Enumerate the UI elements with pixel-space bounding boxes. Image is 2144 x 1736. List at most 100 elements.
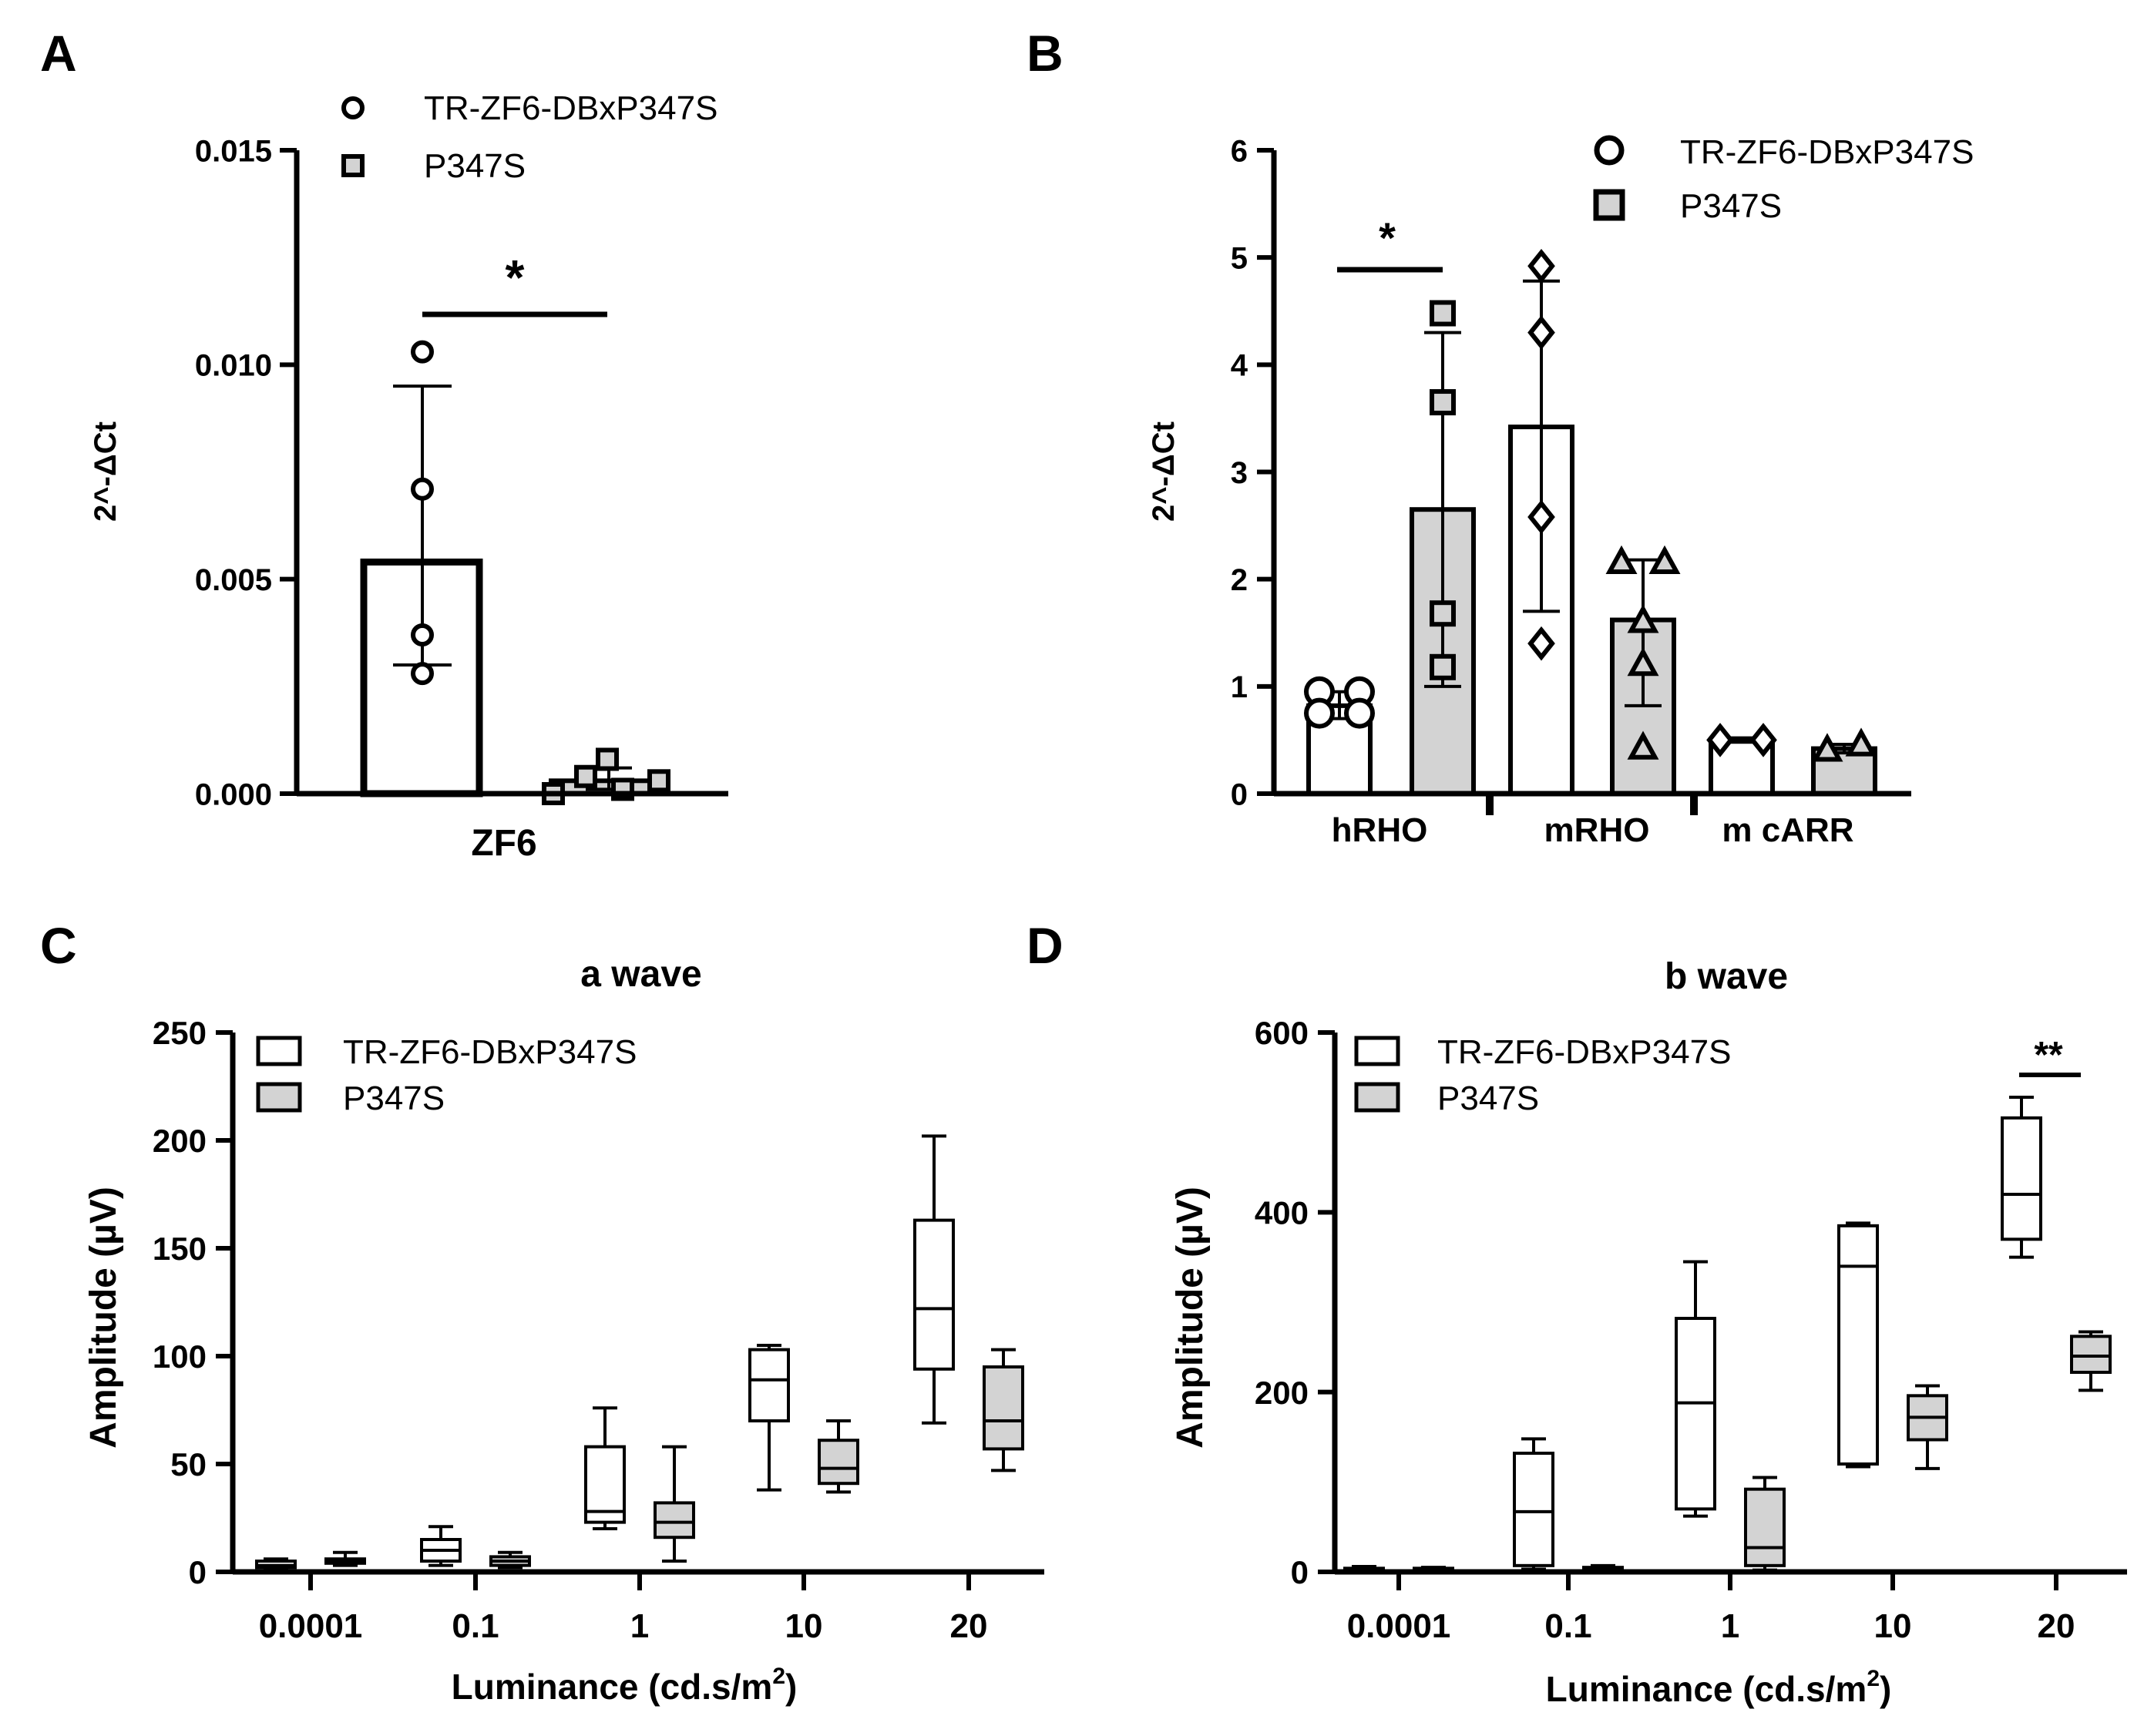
panel-a-marks	[360, 340, 670, 805]
box-s1-c2-iqr	[1744, 1487, 1786, 1567]
box-s1-c3-iqr	[818, 1439, 859, 1486]
point-s0-c0-2	[1304, 697, 1335, 729]
panel-d-legend-marker-0	[1354, 1036, 1400, 1066]
x-tick-label-3: 10	[785, 1607, 823, 1645]
y-tick-label-1: 200	[1255, 1375, 1309, 1411]
box-s1-c4-iqr	[983, 1365, 1024, 1451]
y-tick-label-1: 0.005	[195, 563, 272, 597]
panel-c-marks	[255, 1134, 1024, 1572]
point-s1-c1-1	[1648, 545, 1681, 574]
box-s1-c2-iqr	[654, 1501, 695, 1540]
point-s1-c1-4	[1627, 730, 1659, 760]
y-tick-label-0: 0.000	[195, 777, 272, 811]
box-s0-c2-iqr	[584, 1445, 626, 1524]
panel-d-yticks: 0 200 400 600	[1255, 1015, 1335, 1590]
box-s0-c4-iqr	[913, 1218, 955, 1371]
point-s0-c1-3	[1527, 626, 1555, 661]
panel-b-sig-star: *	[1379, 213, 1396, 262]
panel-letter-b: B	[1027, 25, 1064, 82]
panel-c-xlabel-main: Luminance (cd.s/m	[452, 1667, 773, 1707]
point-s1-c1-3	[1627, 646, 1659, 677]
panel-c-yticks: 0 50 100 150 200 250	[153, 1015, 233, 1590]
panel-b-legend-marker-0	[1594, 135, 1625, 166]
point-s1-c2-1	[1845, 727, 1877, 757]
box-s0-c3-iqr	[1837, 1224, 1879, 1466]
panel-b-legend-label-1: P347S	[1680, 187, 1782, 225]
x-tick-label-3: 10	[1874, 1607, 1912, 1645]
point-s1-c0-2	[1430, 600, 1456, 627]
y-tick-label-2: 400	[1255, 1194, 1309, 1231]
panel-d-legend-label-1: P347S	[1437, 1080, 1539, 1117]
point-tr-zf6-0	[411, 340, 434, 364]
panel-d-ylabel: Amplitude (µV)	[1170, 1187, 1211, 1449]
panel-d-legend-label-0: TR-ZF6-DBxP347S	[1437, 1033, 1731, 1071]
y-tick-label-0: 0	[1291, 1554, 1309, 1590]
y-tick-label-6: 6	[1231, 134, 1248, 168]
y-tick-label-4: 4	[1231, 349, 1248, 383]
point-s0-c2-0	[1706, 723, 1734, 757]
point-s0-c2-1	[1749, 723, 1777, 757]
y-tick-label-0: 0	[189, 1554, 207, 1590]
panel-c-title: a wave	[580, 954, 701, 995]
point-s1-c0-3	[1430, 653, 1456, 680]
point-tr-zf6-1	[411, 477, 434, 501]
panel-a-legend-marker-0	[341, 96, 365, 119]
point-p347s-4	[647, 769, 670, 793]
x-tick-label-1: 0.1	[452, 1607, 499, 1645]
panel-c-legend-marker-1	[256, 1082, 302, 1113]
y-tick-label-2: 2	[1231, 563, 1248, 597]
y-tick-label-0: 0	[1231, 777, 1248, 811]
panel-c-legend-marker-0	[256, 1036, 302, 1066]
point-s1-c0-0	[1430, 300, 1456, 327]
panel-c-chart: a wave 0 50 100 150 200 250 0.0001 0.1 1 10 20 Am…	[83, 954, 1044, 1707]
x-tick-label-2: m cARR	[1722, 811, 1853, 849]
y-tick-label-2: 0.010	[195, 349, 272, 383]
point-s1-c1-2	[1627, 604, 1659, 633]
y-tick-label-3: 600	[1255, 1015, 1309, 1051]
panel-d-sig-star: **	[2034, 1035, 2063, 1076]
y-tick-label-1: 1	[1231, 670, 1248, 704]
x-tick-label-0: hRHO	[1332, 811, 1428, 849]
panel-b-ylabel: 2^-ΔCt	[1147, 421, 1181, 522]
point-p347s-1	[574, 764, 597, 788]
point-p347s-2	[596, 747, 619, 771]
box-s1-c4-iqr	[2070, 1335, 2112, 1375]
y-tick-label-5: 5	[1231, 242, 1248, 276]
panel-a-sig-star: *	[506, 250, 525, 305]
panel-d-title: b wave	[1665, 956, 1788, 997]
panel-c-xlabel-close: )	[785, 1667, 797, 1707]
box-s0-c1-iqr	[1513, 1452, 1554, 1567]
point-s0-c1-2	[1527, 499, 1555, 535]
panel-c-ylabel: Amplitude (µV)	[83, 1187, 124, 1449]
x-tick-label-1: mRHO	[1544, 811, 1650, 849]
point-s1-c0-1	[1430, 389, 1456, 416]
y-tick-label-3: 0.015	[195, 134, 272, 168]
panel-letter-c: C	[40, 917, 77, 974]
panel-d-chart: b wave 0 200 400 600 0.0001 0.1 1 10 20 Amplitu…	[1170, 956, 2127, 1709]
panel-a-legend-label-0: TR-ZF6-DBxP347S	[424, 89, 717, 127]
point-s1-c2-0	[1811, 733, 1843, 762]
y-tick-label-1: 50	[170, 1446, 207, 1482]
panel-d-xlabel: Luminance (cd.s/m2)	[1546, 1666, 1892, 1709]
panel-b-yticks: 0 1 2 3 4 5 6	[1231, 134, 1274, 811]
panel-d-xticks: 0.0001 0.1 1 10 20	[1347, 1572, 2075, 1645]
x-tick-label-4: 20	[950, 1607, 988, 1645]
panel-a-chart: 0.000 0.005 0.010 0.015 2^-ΔCt ZF6 * TR-ZF6…	[89, 89, 728, 864]
point-tr-zf6-2	[411, 623, 434, 647]
panel-d-xlabel-main: Luminance (cd.s/m	[1546, 1669, 1867, 1709]
y-tick-label-4: 200	[153, 1123, 207, 1159]
point-s1-c1-0	[1605, 545, 1638, 574]
x-tick-label-2: 1	[1721, 1607, 1739, 1645]
panel-letter-d: D	[1027, 917, 1064, 974]
box-s0-c2-iqr	[1675, 1317, 1716, 1511]
panel-a-xlabel: ZF6	[471, 823, 536, 864]
x-tick-label-4: 20	[2038, 1607, 2075, 1645]
panel-c-xlabel-sup: 2	[772, 1664, 785, 1689]
x-tick-label-1: 0.1	[1544, 1607, 1591, 1645]
panel-a-legend-marker-1	[341, 154, 365, 177]
box-s0-c4-iqr	[2001, 1116, 2042, 1241]
x-tick-label-0: 0.0001	[259, 1607, 363, 1645]
point-s0-c0-3	[1344, 697, 1375, 729]
panel-b-chart: 0 1 2 3 4 5 6 hRHO mRHO m cARR 2^-ΔCt * TR-ZF6-D…	[1147, 133, 1974, 849]
